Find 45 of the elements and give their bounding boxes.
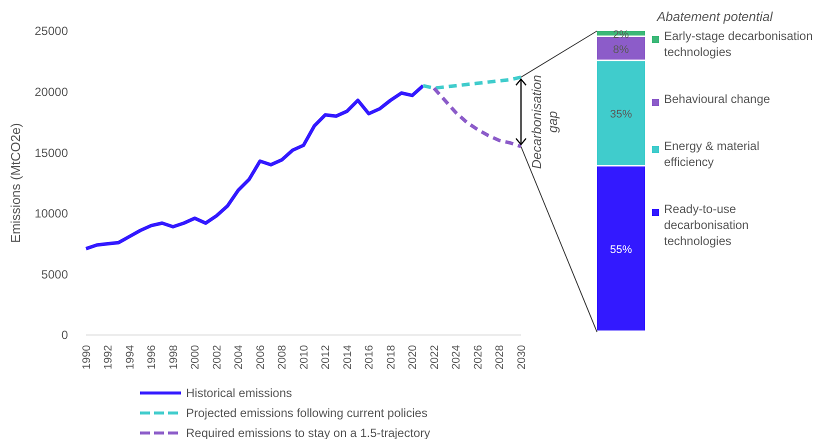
x-tick-label: 2016 [364,345,376,370]
x-tick-label: 1996 [146,345,158,370]
data-label: 55% [610,244,632,256]
x-tick-label: 2028 [494,345,506,370]
legend-label: Energy & material efficiency [664,139,760,169]
x-tick-label: 1990 [80,345,93,370]
legend-label: Early-stage decarbonisation technologies [664,29,813,59]
x-tick-label: 2030 [516,345,528,370]
x-tick-label: 1998 [168,345,180,370]
x-tick-label: 2018 [385,345,398,370]
data-label: 35% [610,108,632,121]
line-series [432,86,523,148]
legend-label: Behavioural change [664,92,770,106]
y-tick-label: 10000 [34,206,68,221]
x-tick-label: 2026 [472,345,484,370]
legend-label: Ready-to-use decarbonisation technologies [664,202,749,248]
bar [597,37,645,60]
y-tick-label: 20000 [34,85,68,99]
y-axis-title: Emissions (MtCO2e) [8,123,23,243]
x-tick-label: 2002 [211,345,224,370]
x-tick-label: 2004 [233,345,246,370]
line-series [421,75,523,90]
x-tick-label: 2014 [342,345,354,370]
y-tick-label: 0 [61,328,68,342]
legend-title: Abatement potential [656,9,774,24]
y-tick-label: 5000 [41,267,68,282]
legend-label: Historical emissions [186,386,292,400]
x-tick-label: 2024 [450,345,463,370]
x-tick-label: 2000 [190,345,202,370]
x-tick-label: 1992 [102,345,115,370]
bar [597,166,645,330]
x-tick-label: 1994 [124,345,136,370]
bar [597,61,645,165]
x-tick-label: 2010 [298,345,310,370]
y-tick-label: 15000 [34,146,68,160]
x-tick-label: 2006 [254,345,267,370]
x-tick-label: 2008 [276,345,289,370]
legend-label: Projected emissions following current policies [186,406,428,420]
data-label: 8% [613,44,630,56]
text: Decarbonisation gap [529,74,560,169]
x-tick-label: 2022 [428,345,441,370]
line-series [84,84,425,250]
y-tick-label: 25000 [34,24,68,38]
x-tick-label: 2012 [320,345,332,370]
x-tick-label: 2020 [407,345,420,370]
